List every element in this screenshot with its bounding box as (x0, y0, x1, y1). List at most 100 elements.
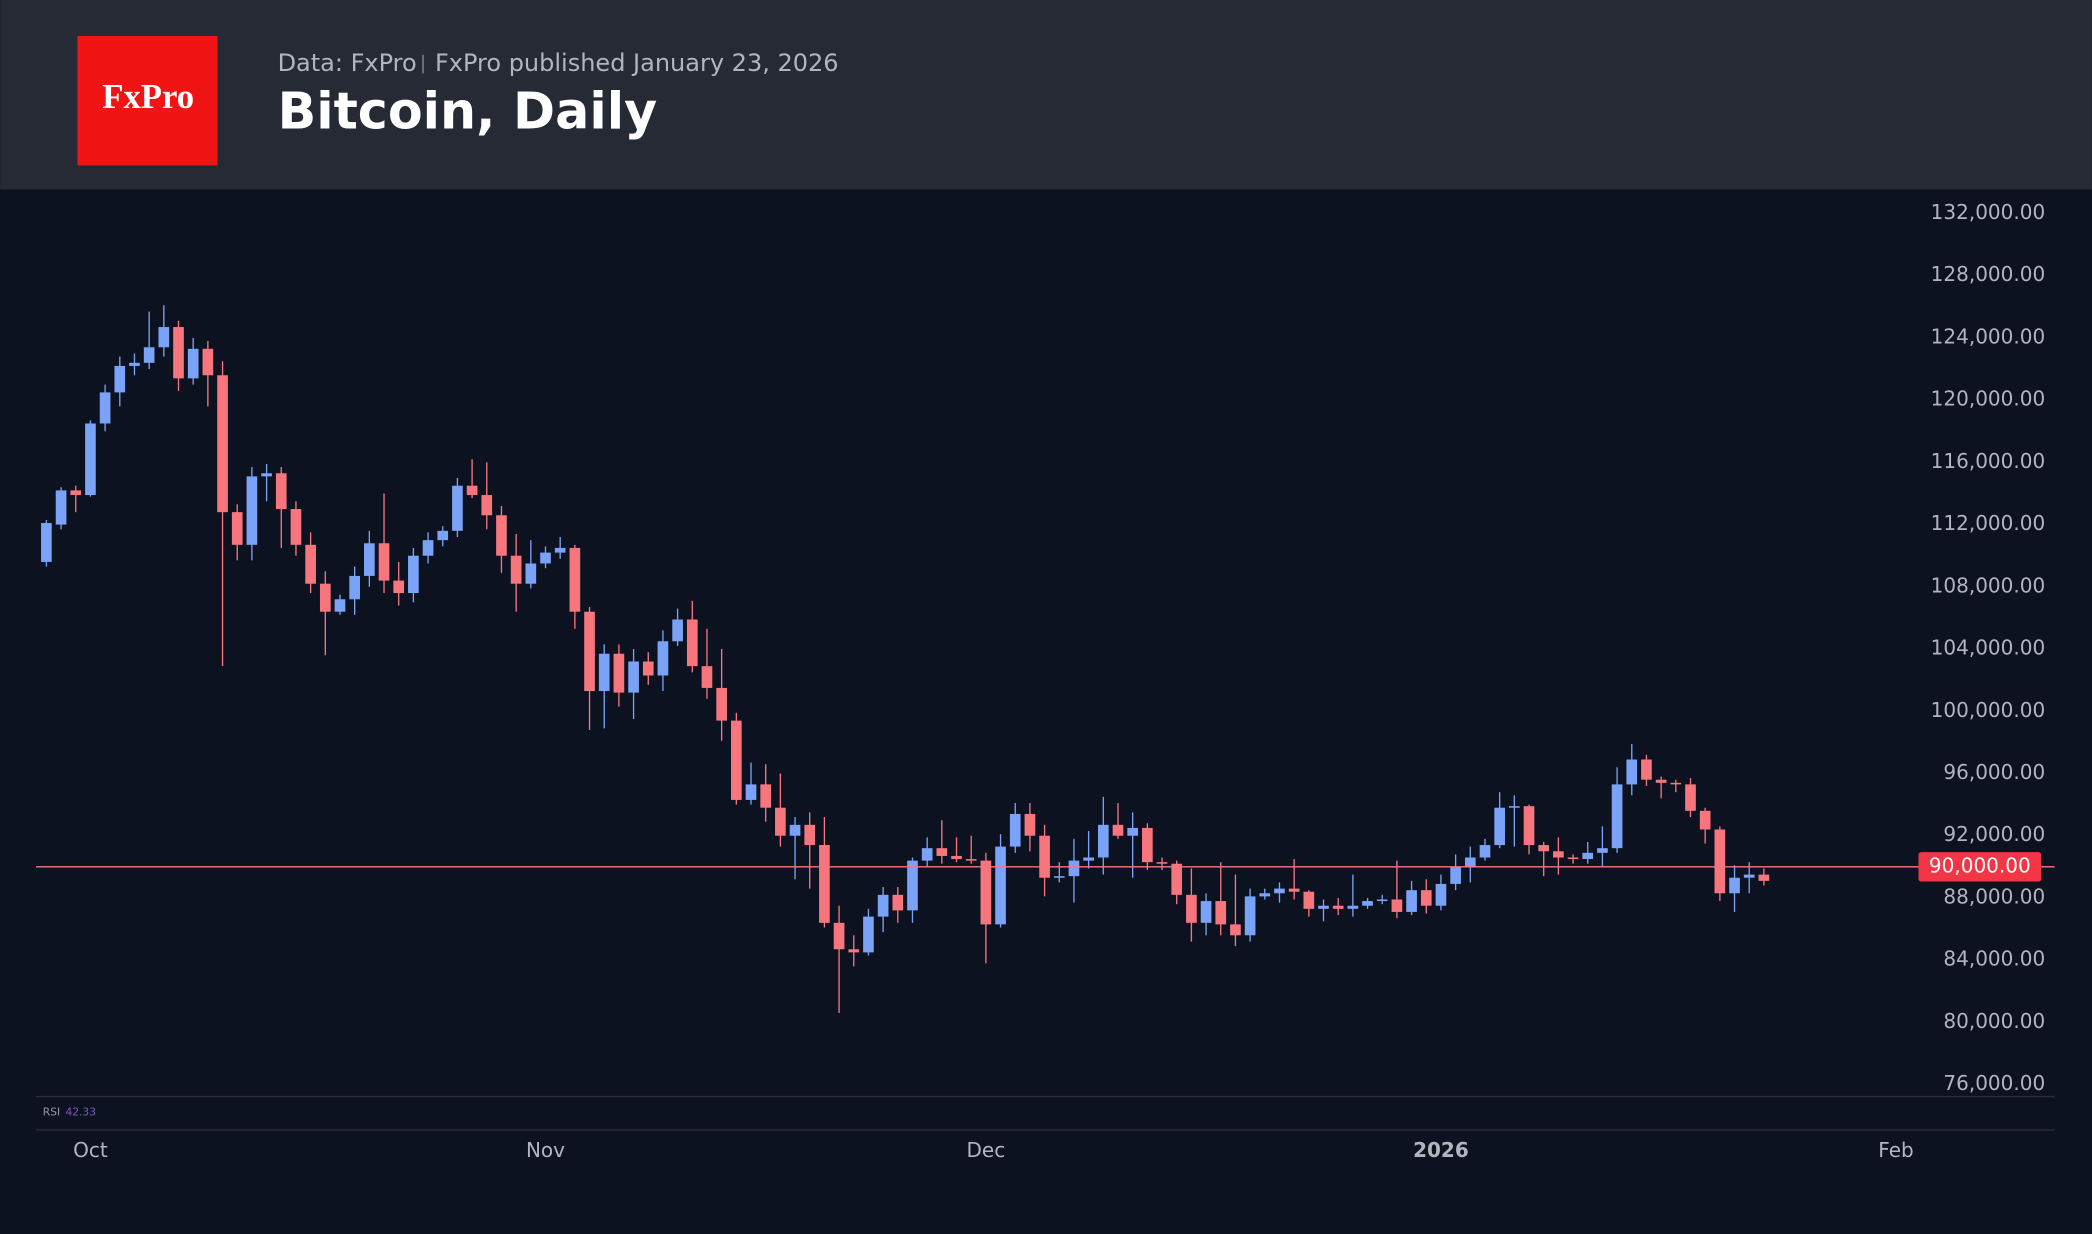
logo-text: FxPro (102, 77, 194, 116)
candle-body (1142, 827, 1153, 863)
candle-body (1729, 877, 1740, 894)
candle-body (540, 552, 551, 564)
candle-body (378, 543, 390, 581)
candle-body (1318, 905, 1329, 909)
candle-body (1171, 863, 1183, 895)
candle-body (55, 490, 67, 525)
candle-body (657, 641, 669, 676)
candle-body (481, 495, 493, 516)
candle-body (745, 784, 757, 800)
candle-body (1332, 905, 1344, 909)
x-tick-label: Oct (73, 1138, 108, 1162)
y-tick-label: 120,000.00 (1931, 387, 2046, 411)
candle-body (1714, 829, 1726, 894)
candle-body (1699, 810, 1711, 830)
candle-body (995, 846, 1006, 925)
x-tick-label: Dec (967, 1138, 1006, 1162)
candle-body (686, 619, 698, 667)
candle-body (1420, 890, 1432, 906)
candle-body (129, 362, 140, 366)
candle-body (1156, 862, 1168, 864)
candle-body (1362, 901, 1373, 906)
logo (77, 36, 218, 166)
candle-body (422, 540, 434, 556)
candle-body (613, 653, 625, 693)
candle-body (1670, 782, 1682, 785)
candle-body (1259, 893, 1271, 897)
candle-body (569, 547, 581, 612)
published: FxPro published January 23, 2026 (435, 49, 839, 77)
candle-body (907, 860, 918, 911)
candle-body (290, 509, 302, 545)
candle-body (833, 922, 845, 950)
candle-body (936, 848, 948, 856)
candle-body (158, 327, 170, 348)
candle-body (819, 845, 830, 923)
candle-body (980, 860, 992, 925)
candle-body (305, 544, 316, 584)
candle-body (1230, 924, 1241, 936)
last-price-label: 90,000.00 (1929, 853, 2031, 877)
y-tick-label: 132,000.00 (1931, 200, 2046, 224)
candle-body (231, 512, 243, 545)
candle-body (334, 599, 346, 612)
candle-body (965, 859, 977, 861)
candle-body (217, 375, 228, 513)
y-tick-label: 84,000.00 (1943, 947, 2045, 971)
candle-body (85, 423, 96, 496)
candle-body (1347, 905, 1359, 909)
y-tick-label: 76,000.00 (1943, 1071, 2045, 1095)
candle-body (408, 555, 419, 594)
y-tick-label: 80,000.00 (1943, 1009, 2045, 1033)
candle-body (1068, 860, 1080, 877)
candle-body (1582, 852, 1594, 860)
y-tick-label: 96,000.00 (1943, 760, 2045, 784)
candle-body (1053, 876, 1065, 878)
x-tick-label: Feb (1878, 1138, 1913, 1162)
candle-body (1553, 851, 1564, 858)
header (0, 0, 2092, 190)
candle-body (1112, 824, 1124, 836)
candle-body (642, 661, 654, 676)
candle-body (114, 365, 126, 393)
candle-body (466, 485, 478, 496)
candle-body (1509, 806, 1520, 808)
candle-body (598, 653, 610, 692)
candle-body (275, 473, 287, 510)
candle-body (951, 855, 962, 860)
indicator-name: RSI (43, 1106, 60, 1119)
candle-body (364, 543, 375, 576)
candle-body (496, 515, 507, 556)
candle-body (1288, 888, 1300, 892)
candle-body (41, 523, 52, 562)
indicator-value: 42.33 (65, 1106, 96, 1119)
candle-body (1641, 759, 1652, 780)
candle-body (1406, 890, 1417, 912)
candle-body (1655, 779, 1667, 783)
candle-body (892, 894, 904, 911)
candle-body (877, 894, 889, 917)
y-tick-label: 112,000.00 (1931, 511, 2046, 535)
candle-body (1303, 891, 1315, 909)
candle-body (730, 720, 742, 800)
candle-body (1611, 784, 1623, 849)
candle-body (1494, 807, 1505, 846)
x-tick-label: 2026 (1413, 1138, 1469, 1162)
candle-body (1376, 899, 1388, 902)
candle-body (760, 784, 772, 808)
y-tick-label: 88,000.00 (1943, 884, 2045, 908)
candle-body (1244, 896, 1256, 936)
candle-body (1538, 845, 1550, 852)
y-tick-label: 124,000.00 (1931, 324, 2046, 348)
last-price-badge (1918, 852, 2042, 882)
candle-body (628, 661, 639, 693)
candle-body (863, 916, 874, 953)
candle-body (1450, 866, 1461, 884)
source: Data: FxPro (278, 49, 417, 77)
candle-body (716, 687, 727, 721)
y-tick-label: 128,000.00 (1931, 262, 2046, 286)
candle-body (1743, 874, 1755, 878)
candle-body (1274, 888, 1285, 894)
